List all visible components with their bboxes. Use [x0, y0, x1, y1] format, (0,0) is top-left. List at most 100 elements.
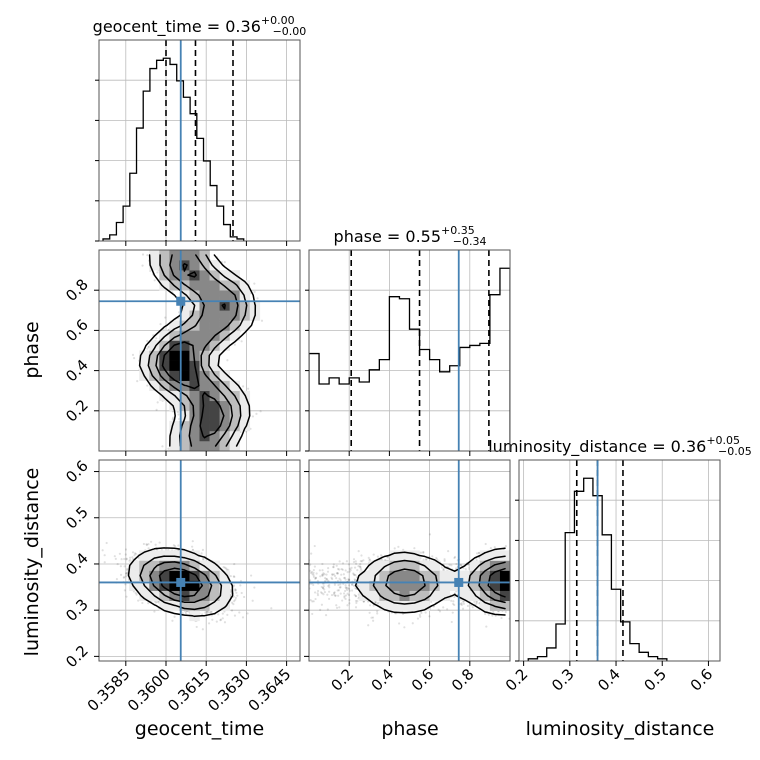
density-cell	[179, 440, 190, 451]
density-cell	[139, 360, 150, 371]
title-geocent-time: geocent_time = 0.36+0.00 −0.00	[93, 14, 307, 38]
hist-bin	[630, 644, 639, 661]
hist-bin	[143, 91, 150, 241]
density-cell	[239, 300, 251, 311]
hist-bin	[470, 345, 480, 451]
sample-point	[146, 384, 149, 387]
density-cell	[199, 430, 210, 442]
density-cell	[239, 320, 251, 331]
hist-bin	[123, 206, 130, 241]
density-cell	[209, 410, 220, 422]
density-cell	[159, 280, 170, 291]
density-cell	[159, 330, 170, 341]
density-cell	[199, 250, 210, 261]
panel-border	[98, 249, 301, 452]
density-cell	[219, 430, 230, 442]
hist-bin	[110, 235, 117, 241]
contour-line	[161, 263, 226, 439]
density-cell	[239, 290, 251, 301]
density-cell	[179, 370, 190, 381]
density-cell	[159, 250, 170, 261]
density-cell	[199, 380, 210, 391]
density-cell	[179, 390, 190, 402]
hist-bin	[639, 652, 648, 661]
sample-point	[136, 380, 139, 383]
density-cell	[149, 350, 160, 361]
hist-bin	[460, 347, 470, 451]
density-cell	[159, 380, 170, 391]
density-cell	[189, 330, 200, 341]
density-cell	[209, 370, 220, 381]
sample-point	[146, 347, 149, 350]
density-cell	[189, 400, 200, 412]
density-cell	[219, 440, 230, 451]
hist-bin	[130, 173, 137, 241]
density-cell	[189, 260, 200, 271]
hist-bin	[319, 384, 329, 451]
density-cell	[149, 340, 160, 351]
sample-point	[155, 408, 158, 412]
x-tick-label: 0.2	[502, 665, 532, 695]
density-cell	[139, 350, 150, 361]
density-cell	[229, 310, 240, 321]
density-cell	[209, 440, 220, 451]
density-cell	[149, 360, 160, 371]
density-cell	[169, 360, 180, 371]
sample-point	[253, 282, 256, 285]
density-cell	[219, 370, 230, 381]
density-cell	[209, 400, 220, 412]
sample-point	[176, 411, 179, 414]
sample-point	[177, 413, 180, 416]
histogram-geocent_time	[102, 40, 245, 241]
density-cell	[179, 330, 190, 341]
density-cell	[149, 370, 160, 381]
density-cell	[209, 260, 220, 271]
histogram-luminosity_distance	[527, 460, 668, 661]
density-cell	[219, 340, 230, 351]
hist-bin	[359, 382, 369, 451]
sample-point	[239, 430, 242, 434]
density-cell	[179, 310, 190, 321]
panel-border	[98, 39, 301, 242]
sample-point	[156, 600, 159, 603]
density-cell	[209, 420, 220, 432]
density-cell	[199, 340, 210, 351]
density-cell	[189, 410, 200, 422]
density-geocent_time-phase	[131, 250, 264, 451]
density-cell	[169, 420, 180, 432]
density-cell	[189, 280, 200, 291]
density-cell	[219, 330, 230, 341]
density-cell	[149, 380, 160, 391]
density-cell	[169, 320, 180, 331]
panel-border	[308, 249, 511, 452]
density-cell	[189, 380, 200, 391]
sample-point	[247, 387, 250, 390]
density-cell	[169, 440, 180, 451]
density-cell	[159, 370, 170, 381]
density-cell	[169, 400, 180, 412]
hist-bin	[339, 384, 349, 451]
density-cell	[229, 380, 240, 391]
sample-point	[253, 290, 256, 294]
hist-bin	[602, 535, 611, 661]
sample-point	[156, 401, 159, 404]
hist-bin	[379, 360, 389, 451]
density-cell	[219, 290, 230, 301]
hist-bin	[500, 268, 510, 451]
density-cell	[199, 290, 210, 301]
density-cell	[199, 370, 210, 381]
density-cell	[199, 310, 210, 321]
y-tick-label: 0.4	[62, 356, 92, 386]
hist-bin	[217, 206, 224, 241]
density-cell	[179, 430, 190, 442]
hist-bin	[490, 295, 500, 451]
hist-bin	[648, 657, 657, 661]
hist-bin	[547, 648, 556, 661]
density-cell	[199, 400, 210, 412]
density-cell	[199, 360, 210, 371]
density-cell	[219, 400, 230, 412]
sample-point	[153, 279, 156, 282]
density-cell	[209, 270, 220, 281]
density-cell	[219, 410, 230, 422]
